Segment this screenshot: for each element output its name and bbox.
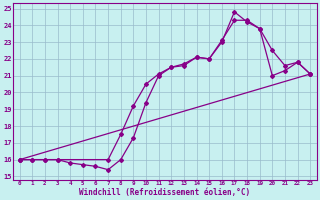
X-axis label: Windchill (Refroidissement éolien,°C): Windchill (Refroidissement éolien,°C) [79,188,251,197]
